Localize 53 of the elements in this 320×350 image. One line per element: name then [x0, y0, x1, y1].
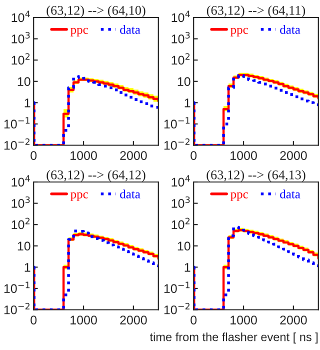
- y-tick-label: 10$^{4}$: [172, 175, 190, 187]
- legend-label: data: [120, 190, 140, 198]
- y-tick-label: 1: [184, 98, 190, 108]
- legend-label: data: [280, 25, 300, 34]
- y-tick-label: 10$^{2}$: [172, 53, 190, 65]
- y-tick-label: 10$^{2}$: [172, 218, 190, 230]
- x-tick-label: 2000: [120, 151, 147, 160]
- x-tick-label: 1000: [230, 316, 257, 324]
- y-tick-label: 10$^{4}$: [172, 10, 190, 22]
- y-tick-label: 10$^{2}$: [12, 53, 30, 65]
- x-tick-label: 2000: [120, 316, 147, 324]
- x-tick-label: 2000: [280, 316, 307, 324]
- y-tick-label: 1: [24, 263, 30, 272]
- y-tick-label: 10$^{−1}$: [4, 117, 30, 129]
- y-tick-label: 10$^{2}$: [12, 218, 30, 230]
- y-tick-label: 10$^{−2}$: [164, 302, 190, 314]
- chart-title: (63,12) --> (64,10): [46, 6, 146, 18]
- chart-title: (63,12) --> (64,13): [206, 170, 306, 182]
- y-tick-label: 10$^{−1}$: [4, 282, 30, 294]
- x-tick-label: 2000: [280, 151, 307, 160]
- y-tick-label: 10$^{−2}$: [164, 138, 190, 150]
- x-tick-label: 0: [30, 316, 37, 324]
- legend-label: data: [280, 190, 300, 198]
- x-tick-label: 1000: [70, 151, 97, 160]
- x-tick-label: 0: [190, 316, 197, 324]
- y-tick-label: 10$^{4}$: [12, 10, 30, 22]
- y-tick-label: 10$^{−2}$: [4, 302, 30, 314]
- x-tick-label: 1000: [230, 151, 257, 160]
- y-tick-label: 10$^{−2}$: [4, 138, 30, 150]
- y-tick-label: 10: [178, 242, 190, 251]
- x-tick-label: 0: [30, 151, 37, 160]
- y-tick-label: 1: [24, 98, 30, 108]
- x-tick-label: 0: [190, 151, 197, 160]
- x-tick-label: 1000: [70, 316, 97, 324]
- y-tick-label: 10$^{3}$: [172, 196, 190, 208]
- legend-label: ppc: [70, 192, 88, 201]
- legend-label: data: [120, 25, 140, 34]
- x-axis-title: time from the flasher event [ ns ]: [150, 332, 318, 344]
- chart-title: (63,12) --> (64,11): [206, 6, 306, 18]
- y-tick-label: 1: [184, 263, 190, 272]
- y-tick-label: 10: [18, 77, 30, 86]
- y-tick-label: 10$^{3}$: [12, 196, 30, 208]
- y-tick-label: 10$^{3}$: [12, 32, 30, 44]
- text: ppc: [230, 28, 248, 36]
- y-tick-label: 10$^{−1}$: [164, 117, 190, 129]
- y-tick-label: 10$^{4}$: [12, 175, 30, 187]
- y-tick-label: 10$^{−1}$: [164, 282, 190, 294]
- y-tick-label: 10: [178, 77, 190, 86]
- y-tick-label: 10$^{3}$: [172, 32, 190, 44]
- chart-title: (63,12) --> (64,12): [46, 170, 146, 182]
- text: ppc: [230, 192, 248, 201]
- y-tick-label: 10: [18, 242, 30, 251]
- legend-label: ppc: [70, 28, 88, 36]
